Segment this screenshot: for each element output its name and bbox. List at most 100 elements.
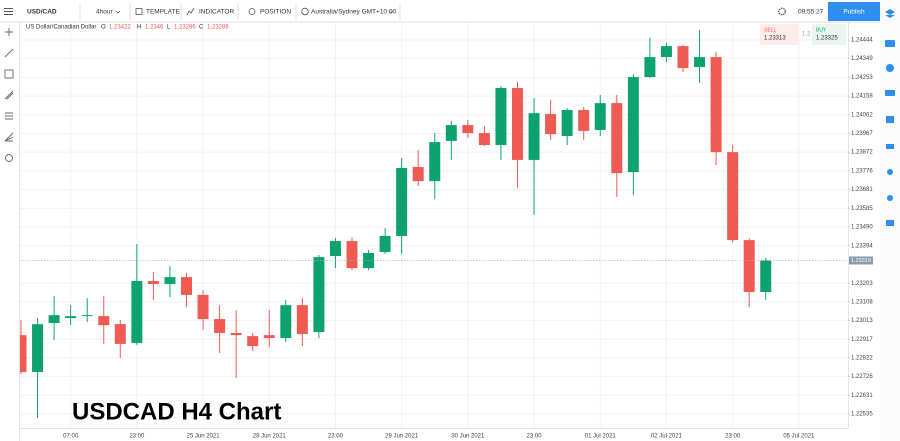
candle-body bbox=[445, 125, 457, 141]
candle-body bbox=[346, 241, 358, 269]
watermark: USDCAD H4 Chart bbox=[72, 398, 281, 425]
y-tick-label: 1.23967 bbox=[851, 131, 873, 137]
chevron bbox=[115, 10, 121, 14]
y-tick-label: 1.23585 bbox=[851, 206, 873, 212]
candle-body bbox=[727, 152, 739, 241]
y-tick-label: 1.22726 bbox=[851, 374, 873, 380]
candle-body bbox=[512, 88, 523, 160]
y-tick-label: 1.22917 bbox=[851, 337, 873, 343]
y-tick-label: 1.24158 bbox=[851, 94, 873, 100]
candle-body bbox=[329, 241, 341, 256]
candle-body bbox=[710, 57, 722, 153]
candle-body bbox=[181, 277, 192, 295]
template-icon bbox=[135, 8, 143, 15]
candle-body bbox=[247, 336, 259, 347]
indicator-button[interactable]: INDICATOR bbox=[199, 9, 234, 16]
buy-price[interactable]: 1.23325 bbox=[816, 36, 838, 42]
candles bbox=[20, 30, 848, 419]
grid bbox=[20, 22, 848, 428]
y-tick-label: 1.24062 bbox=[851, 112, 873, 118]
candle-body bbox=[429, 142, 441, 182]
candle-body bbox=[545, 114, 557, 135]
y-tick-label: 1.24444 bbox=[851, 38, 873, 44]
candle-body bbox=[412, 167, 424, 182]
candle-body bbox=[594, 103, 606, 130]
candle-body bbox=[660, 46, 672, 58]
x-tick-label: 25 Jun 2021 bbox=[187, 434, 221, 440]
candle-body bbox=[147, 281, 159, 284]
x-tick-label: 29 Jun 2021 bbox=[385, 434, 419, 440]
sell-label[interactable]: SELL bbox=[764, 27, 776, 33]
ohlc-key: O bbox=[101, 25, 106, 31]
candle-body bbox=[32, 324, 44, 372]
candle-body bbox=[462, 125, 474, 134]
candle-body bbox=[296, 305, 308, 334]
menu-button[interactable] bbox=[4, 8, 13, 15]
y-tick-label: 1.22822 bbox=[851, 355, 873, 361]
interval[interactable]: 4hour bbox=[96, 9, 113, 16]
buy-button[interactable] bbox=[812, 24, 846, 45]
ohlc-value: 1.2346 bbox=[145, 25, 164, 31]
x-tick-label: 02 Jul 2021 bbox=[651, 434, 683, 440]
x-tick-label: 07:00 bbox=[63, 434, 79, 440]
sell-button[interactable] bbox=[760, 24, 798, 45]
y-tick-label: 1.23394 bbox=[851, 243, 873, 249]
candle-body bbox=[396, 167, 408, 236]
settings-icon[interactable] bbox=[778, 7, 786, 16]
candle-body bbox=[214, 319, 226, 333]
candle-body bbox=[197, 294, 209, 320]
last-price-tag bbox=[849, 256, 873, 265]
x-tick-label: 23:00 bbox=[725, 434, 741, 440]
candle-body bbox=[561, 109, 573, 137]
candle-body bbox=[131, 281, 143, 343]
y-tick-label: 1.24349 bbox=[851, 56, 873, 62]
last-price-label: 1.23319 bbox=[851, 258, 871, 264]
candle-body bbox=[65, 316, 77, 319]
ohlc-key: H bbox=[137, 25, 141, 31]
spread: 1.2 bbox=[802, 32, 811, 38]
buy-label[interactable]: BUY bbox=[816, 27, 827, 33]
indicator-icon bbox=[186, 7, 195, 16]
position-button[interactable]: POSITION bbox=[260, 9, 291, 16]
candle-body bbox=[263, 335, 275, 339]
candle-body bbox=[114, 324, 126, 344]
candle-body bbox=[20, 335, 27, 372]
sell-price[interactable]: 1.23313 bbox=[764, 36, 786, 42]
y-tick-label: 1.22631 bbox=[851, 393, 873, 399]
ohlc-value: 1.23422 bbox=[109, 25, 131, 31]
ohlc-value: 1.23286 bbox=[174, 25, 196, 31]
candle-body bbox=[230, 332, 242, 336]
globe-icon bbox=[301, 7, 309, 16]
candle-body bbox=[528, 113, 540, 160]
toolbar-separators bbox=[79, 3, 401, 20]
x-tick-label: 05 Jul 2021 bbox=[783, 434, 815, 440]
drawing-tools[interactable] bbox=[4, 28, 14, 162]
clock: 09:55:27 bbox=[798, 9, 824, 16]
y-tick-label: 1.23776 bbox=[851, 168, 873, 174]
chevron bbox=[388, 10, 394, 14]
candle-body bbox=[694, 57, 706, 68]
y-tick-label: 1.23490 bbox=[851, 225, 873, 231]
y-tick-label: 1.23108 bbox=[851, 299, 873, 305]
candle-body bbox=[644, 57, 656, 78]
timezone[interactable]: Australia/Sydney GMT+10:00 bbox=[311, 9, 396, 16]
candle-body bbox=[48, 315, 60, 323]
candle-body bbox=[611, 103, 623, 174]
x-tick-label: 28 Jun 2021 bbox=[253, 434, 287, 440]
y-tick-label: 1.22535 bbox=[851, 412, 873, 418]
x-tick-label: 23:00 bbox=[129, 434, 145, 440]
template-button[interactable]: TEMPLATE bbox=[146, 9, 180, 16]
candle-body bbox=[313, 257, 325, 332]
y-tick-label: 1.23872 bbox=[851, 150, 873, 156]
ohlc-value: 1.23286 bbox=[207, 25, 229, 31]
sidebar-icons[interactable] bbox=[885, 9, 895, 226]
ohlc-key: L bbox=[167, 25, 171, 31]
candle-body bbox=[760, 260, 772, 293]
symbol[interactable]: USD/CAD bbox=[27, 9, 57, 16]
publish-button[interactable] bbox=[828, 2, 880, 21]
y-tick-label: 1.24253 bbox=[851, 75, 873, 81]
publish-label[interactable]: Publish bbox=[843, 9, 865, 16]
y-tick-label: 1.23203 bbox=[851, 281, 873, 287]
